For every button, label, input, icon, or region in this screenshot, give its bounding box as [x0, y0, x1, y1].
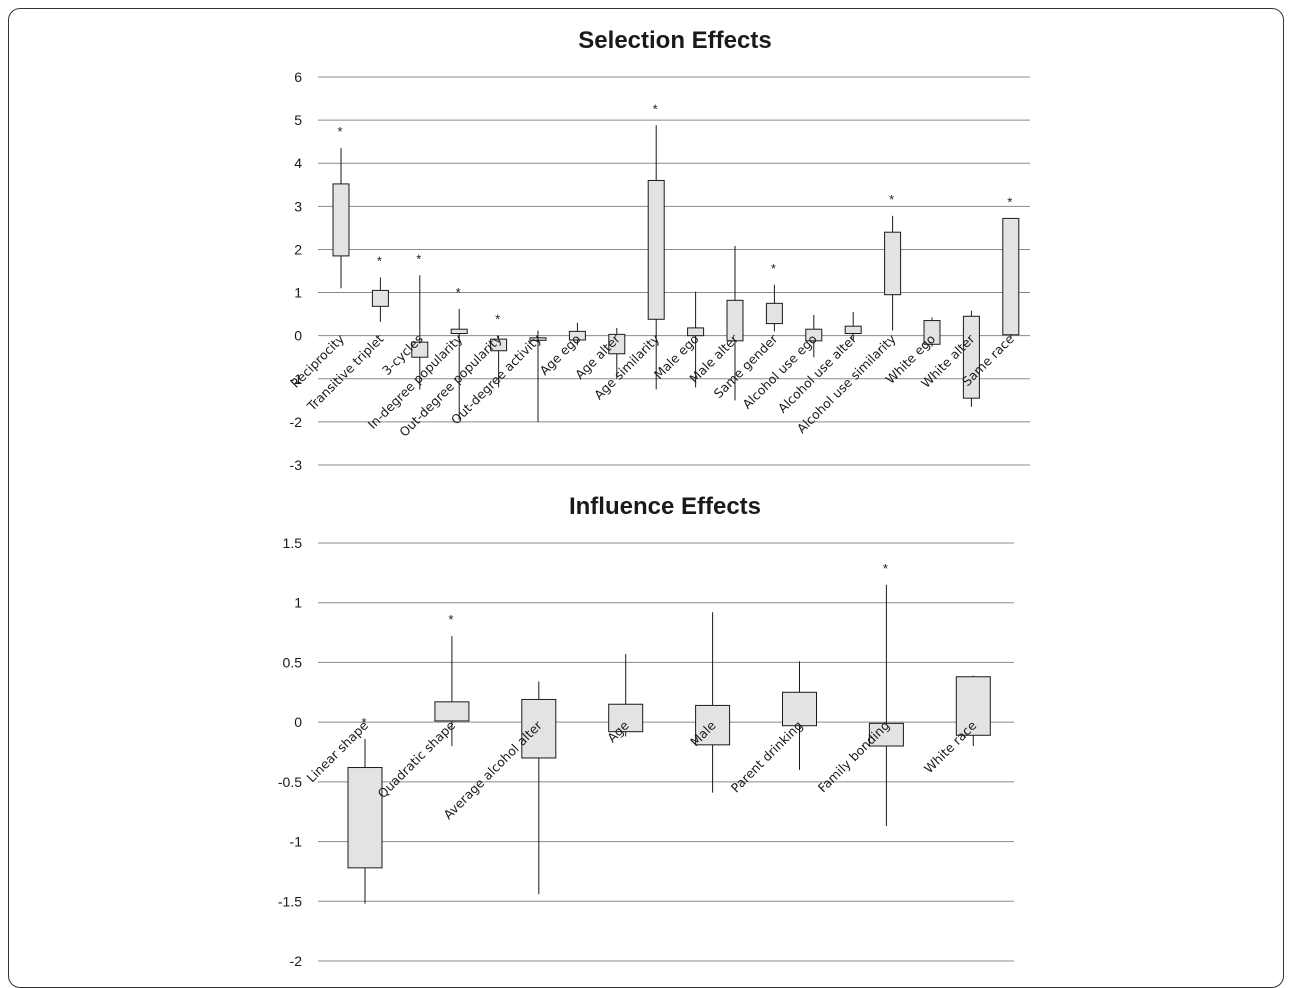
- y-tick-label: -2: [290, 414, 303, 430]
- box: [521, 698, 557, 759]
- y-tick-label: 2: [294, 241, 302, 257]
- significance-star: *: [883, 561, 888, 576]
- significance-star: *: [456, 285, 461, 300]
- significance-star: *: [653, 101, 658, 116]
- box: [844, 325, 862, 335]
- y-tick-label: 6: [294, 69, 302, 85]
- y-tick-label: 4: [294, 155, 302, 171]
- box: [411, 341, 429, 358]
- box: [608, 333, 626, 355]
- chart-title-influence: Influence Effects: [569, 493, 761, 520]
- box: [1002, 217, 1020, 336]
- significance-star: *: [889, 192, 894, 207]
- y-tick-labels: 1.5 1 0.5 0 -0.5 -1 -1.5 -2: [278, 535, 302, 966]
- box: [347, 767, 383, 869]
- significance-star: *: [495, 312, 500, 327]
- box: [726, 299, 744, 342]
- box: [608, 703, 644, 733]
- y-tick-label: -1.5: [278, 893, 302, 909]
- category-label: Average alcohol alter: [440, 717, 545, 822]
- category-label: White race: [921, 717, 980, 776]
- box: [805, 328, 823, 342]
- y-tick-label: 0: [294, 328, 302, 344]
- category-label: Parent drinking: [728, 718, 806, 796]
- box: [568, 330, 586, 341]
- y-tick-label: 1: [294, 285, 302, 301]
- box: [371, 289, 389, 307]
- box: [434, 701, 470, 722]
- box: [884, 231, 902, 296]
- y-tick-labels: 6 5 4 3 2 1 0 -1 -2 -3: [290, 69, 303, 473]
- y-tick-label: -0.5: [278, 774, 302, 790]
- box: [923, 320, 941, 345]
- box: [962, 315, 980, 399]
- y-tick-label: 1.5: [283, 535, 303, 551]
- box: [490, 338, 508, 352]
- y-tick-label: -2: [290, 953, 303, 966]
- box: [765, 302, 783, 325]
- significance-star: *: [361, 715, 366, 730]
- gridlines: [318, 542, 1014, 962]
- y-tick-label: 1: [294, 595, 302, 611]
- y-tick-label: -3: [290, 457, 303, 473]
- significance-star: *: [771, 261, 776, 276]
- significance-star: *: [416, 251, 421, 266]
- category-label: Quadratic shape: [375, 717, 459, 801]
- y-tick-label: -1: [290, 371, 303, 387]
- significance-star: *: [377, 253, 382, 268]
- significance-star: *: [1007, 194, 1012, 209]
- box: [647, 179, 665, 320]
- box: [955, 676, 991, 736]
- gridlines: [318, 76, 1030, 466]
- significance-star: *: [337, 124, 342, 139]
- y-tick-label: -1: [290, 834, 303, 850]
- y-tick-label: 0: [294, 714, 302, 730]
- significance-star: *: [448, 612, 453, 627]
- y-tick-label: 3: [294, 198, 302, 214]
- chart-title-selection: Selection Effects: [578, 27, 771, 54]
- y-tick-label: 5: [294, 112, 302, 128]
- box: [450, 328, 468, 335]
- box: [695, 704, 731, 746]
- boxes: * * * * * * * * *: [332, 101, 1020, 422]
- boxes: * * *: [347, 561, 991, 904]
- box: [868, 722, 904, 747]
- box: [687, 327, 705, 337]
- y-tick-label: 0.5: [283, 654, 303, 670]
- box: [332, 183, 350, 257]
- box: [782, 691, 817, 727]
- box: [529, 337, 547, 341]
- influence-effects-chart: Influence Effects 1.5 1 0.5 0 -0.5 -1 -1.5 -2 *…: [278, 493, 1014, 966]
- category-label: Family bonding: [815, 718, 893, 796]
